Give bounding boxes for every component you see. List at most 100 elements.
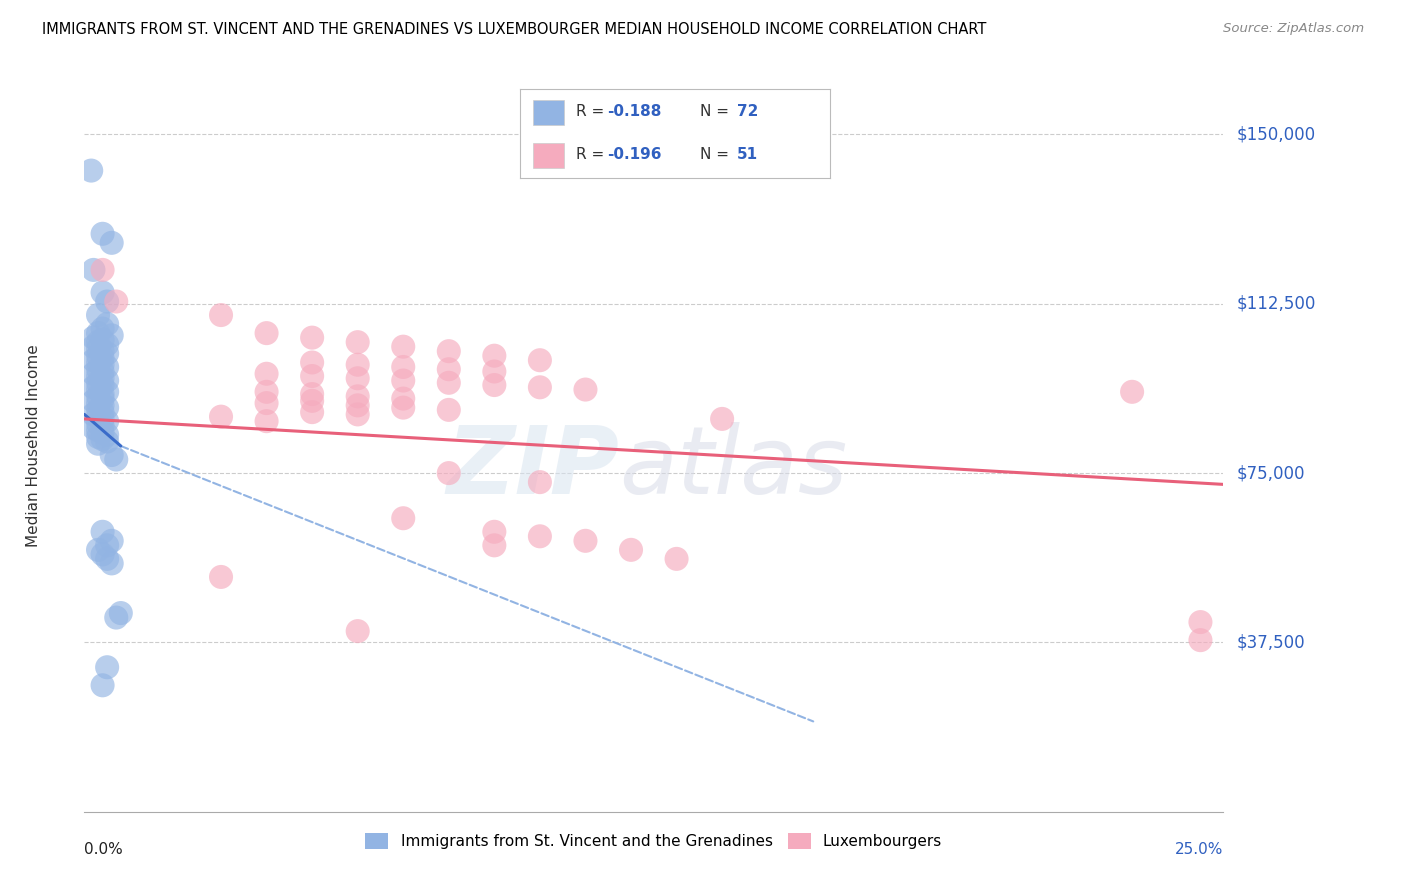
Text: $112,500: $112,500 — [1237, 294, 1316, 313]
Point — [301, 387, 323, 401]
Point — [484, 538, 506, 552]
Point — [392, 511, 415, 525]
Point — [209, 308, 232, 322]
Point — [91, 412, 114, 426]
Point — [91, 351, 114, 365]
Point — [91, 398, 114, 412]
Text: Source: ZipAtlas.com: Source: ZipAtlas.com — [1223, 22, 1364, 36]
Point — [437, 362, 460, 376]
Bar — [533, 143, 564, 168]
Point — [87, 369, 110, 384]
Point — [256, 396, 278, 410]
Text: -0.196: -0.196 — [607, 147, 661, 162]
Text: $150,000: $150,000 — [1237, 126, 1316, 144]
Point — [91, 263, 114, 277]
Text: 0.0%: 0.0% — [84, 842, 124, 857]
Point — [392, 392, 415, 406]
Point — [209, 570, 232, 584]
Point — [91, 432, 114, 446]
Point — [110, 606, 132, 620]
Point — [1189, 633, 1212, 648]
Text: R =: R = — [576, 147, 609, 162]
Point — [87, 342, 110, 356]
Point — [529, 380, 551, 394]
Point — [100, 557, 122, 571]
Text: N =: N = — [700, 104, 734, 120]
Point — [96, 538, 118, 552]
Point — [91, 524, 114, 539]
Text: 25.0%: 25.0% — [1175, 842, 1223, 857]
Point — [529, 353, 551, 368]
Point — [256, 326, 278, 340]
Point — [392, 340, 415, 354]
Point — [256, 384, 278, 399]
Point — [82, 408, 104, 422]
Point — [1189, 615, 1212, 629]
Point — [91, 371, 114, 385]
Text: $75,000: $75,000 — [1237, 464, 1306, 482]
Point — [87, 335, 110, 350]
Point — [87, 355, 110, 369]
Point — [80, 163, 103, 178]
Point — [82, 331, 104, 345]
Point — [346, 408, 368, 422]
Point — [574, 383, 596, 397]
Text: Median Household Income: Median Household Income — [25, 344, 41, 548]
Point — [91, 418, 114, 433]
Point — [96, 294, 118, 309]
Point — [82, 393, 104, 408]
Point — [346, 358, 368, 372]
Point — [91, 333, 114, 347]
Point — [100, 235, 122, 250]
Point — [91, 425, 114, 440]
Point — [484, 378, 506, 392]
Point — [437, 344, 460, 359]
Point — [96, 660, 118, 674]
Point — [87, 423, 110, 437]
Point — [96, 434, 118, 449]
Point — [96, 384, 118, 399]
Point — [91, 387, 114, 401]
Point — [87, 326, 110, 340]
Point — [105, 452, 128, 467]
Point — [87, 362, 110, 376]
Text: $37,500: $37,500 — [1237, 633, 1306, 651]
Point — [209, 409, 232, 424]
Point — [105, 294, 128, 309]
Text: 51: 51 — [737, 147, 758, 162]
Point — [96, 346, 118, 360]
Point — [484, 524, 506, 539]
Point — [82, 353, 104, 368]
Point — [91, 547, 114, 561]
Point — [91, 392, 114, 406]
Point — [665, 552, 688, 566]
Point — [82, 263, 104, 277]
Point — [346, 389, 368, 403]
Point — [346, 371, 368, 385]
Point — [484, 349, 506, 363]
Point — [96, 427, 118, 442]
Point — [301, 331, 323, 345]
Point — [529, 529, 551, 543]
Point — [437, 466, 460, 480]
Text: -0.188: -0.188 — [607, 104, 661, 120]
Point — [87, 409, 110, 424]
Point — [87, 403, 110, 417]
Text: ZIP: ZIP — [447, 422, 620, 514]
Point — [91, 321, 114, 335]
Point — [392, 374, 415, 388]
Point — [96, 317, 118, 331]
Point — [82, 380, 104, 394]
Point — [91, 285, 114, 300]
Point — [87, 308, 110, 322]
Point — [91, 344, 114, 359]
Point — [346, 398, 368, 412]
Point — [484, 364, 506, 378]
Point — [346, 335, 368, 350]
Point — [301, 355, 323, 369]
Point — [301, 393, 323, 408]
Point — [82, 421, 104, 435]
Point — [87, 417, 110, 431]
Point — [96, 552, 118, 566]
Point — [87, 396, 110, 410]
